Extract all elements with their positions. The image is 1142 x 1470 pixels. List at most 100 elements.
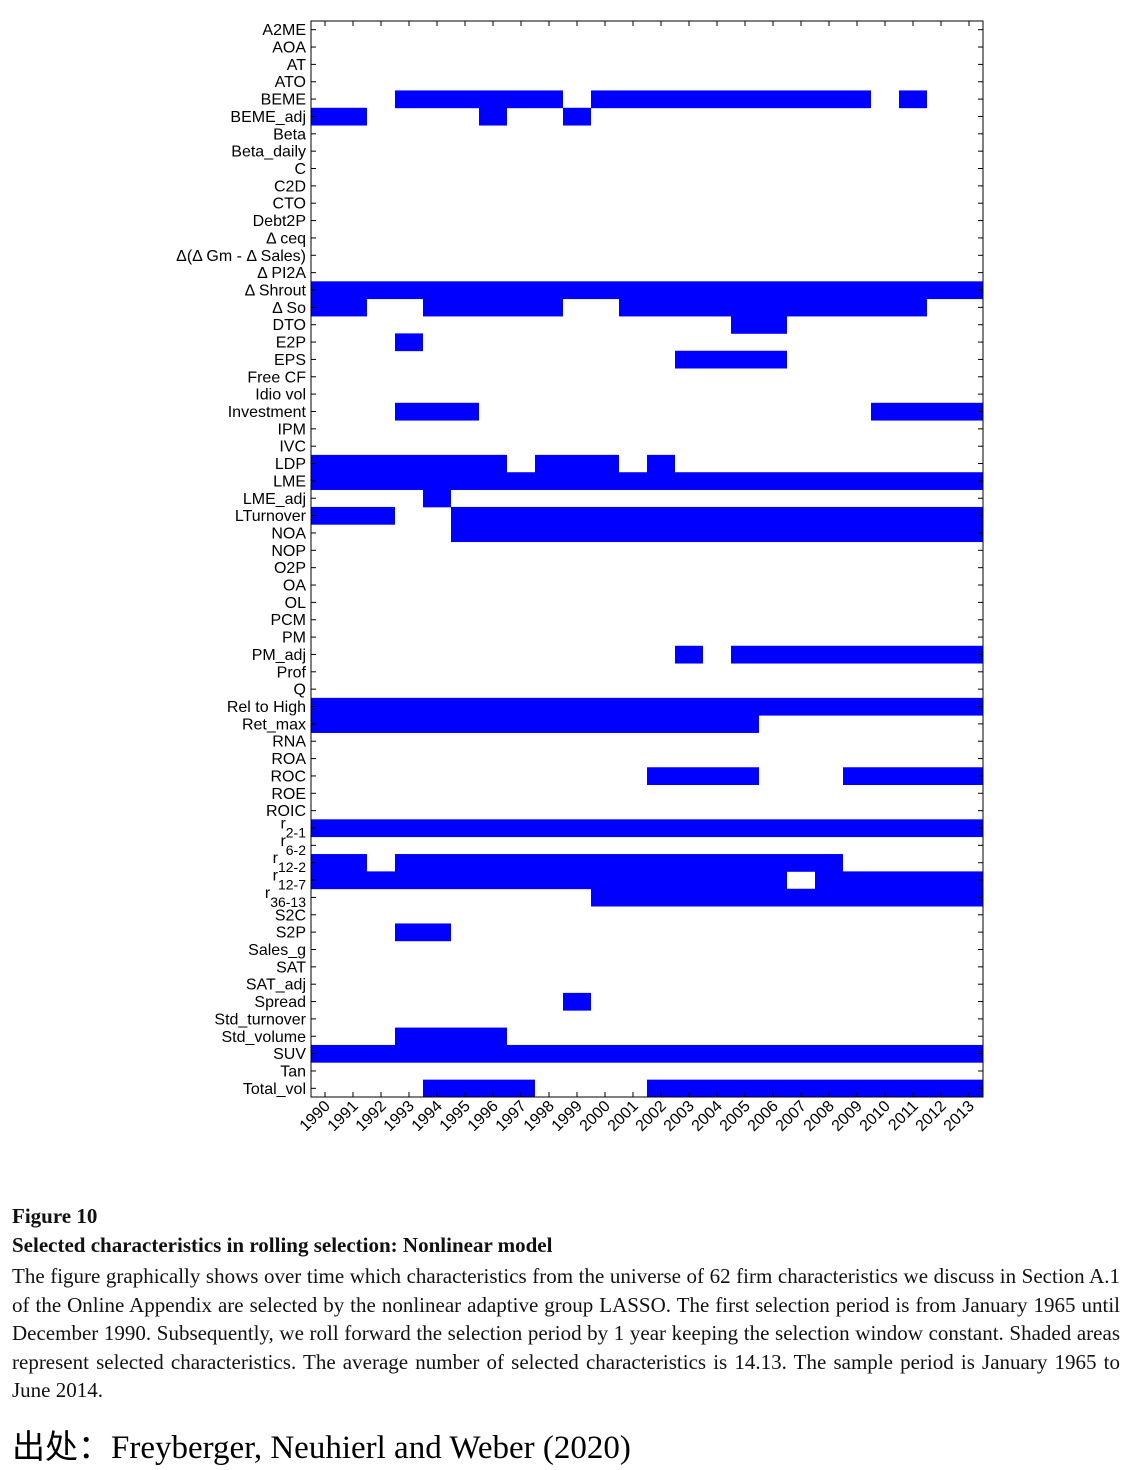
selected-span-s2p — [395, 923, 451, 942]
y-tick-label: r6-2 — [280, 833, 306, 858]
y-tick-label: Δ PI2A — [257, 265, 306, 282]
selected-span-lme-adj — [423, 489, 451, 508]
y-tick-label: ATO — [275, 74, 306, 91]
y-tick-label: LDP — [275, 456, 306, 473]
selected-span-r12-7 — [311, 871, 787, 890]
y-tick-label: Idio vol — [255, 387, 306, 404]
y-tick-label: EPS — [274, 352, 306, 369]
y-tick-label: LTurnover — [235, 508, 307, 525]
y-tick-label: AT — [287, 57, 306, 74]
selected-span-investment — [871, 402, 983, 421]
selected-span-lturnover — [451, 506, 983, 525]
y-tick-label: PM_adj — [252, 647, 306, 664]
selected-span-beme — [591, 90, 871, 109]
y-tick-label: DTO — [273, 317, 306, 334]
x-tick-label: 2006 — [745, 1098, 782, 1135]
y-tick-label: CTO — [273, 196, 306, 213]
x-tick-label: 2001 — [605, 1098, 642, 1135]
x-tick-label: 2004 — [689, 1098, 726, 1135]
y-tick-label: OA — [283, 578, 306, 595]
selected-span-pm-adj — [675, 645, 703, 664]
y-tick-label: r12-2 — [273, 850, 307, 875]
selected-span-total-vol — [423, 1079, 535, 1098]
x-tick-label: 2012 — [913, 1098, 950, 1135]
y-tick-label: E2P — [276, 335, 306, 352]
y-tick-label: Rel to High — [227, 699, 306, 716]
x-tick-label: 1995 — [437, 1098, 474, 1135]
x-tick-label: 1994 — [409, 1098, 446, 1135]
x-tick-label: 2009 — [829, 1098, 866, 1135]
x-tick-label: 1999 — [549, 1098, 586, 1135]
selected-span-r36-13 — [591, 888, 983, 907]
selected-span-suv — [311, 1044, 983, 1063]
figure-title: Selected characteristics in rolling sele… — [12, 1233, 553, 1257]
y-tick-label: Std_turnover — [214, 1011, 306, 1028]
y-tick-label: IPM — [278, 421, 306, 438]
selected-span-ldp — [535, 454, 619, 473]
y-tick-label: Sales_g — [248, 942, 306, 959]
y-tick-label: ROIC — [266, 803, 306, 820]
x-tick-labels: 1990199119921993199419951996199719981999… — [297, 1098, 978, 1135]
y-tick-label: NOP — [271, 543, 306, 560]
selected-span-roc — [647, 767, 759, 786]
y-tick-label: Free CF — [247, 369, 306, 386]
selected-span-beme-adj — [479, 107, 507, 126]
selected-span-ldp — [311, 454, 507, 473]
figure-number: Figure 10 — [12, 1204, 98, 1228]
y-tick-label: r36-13 — [265, 885, 306, 910]
selected-span-r2-1 — [311, 819, 983, 838]
y-tick-label: O2P — [274, 560, 306, 577]
selected-span-lme — [311, 472, 983, 490]
y-tick-label: C — [294, 161, 306, 178]
y-tick-label: Beta — [273, 126, 306, 143]
y-tick-label: S2P — [276, 925, 306, 942]
selected-span-rel-to-high — [311, 697, 983, 716]
y-tick-label: AOA — [272, 40, 306, 57]
selected-span-roc — [843, 767, 983, 786]
y-tick-label: Debt2P — [253, 213, 306, 230]
selected-span-beme — [899, 90, 927, 109]
y-tick-label: LME_adj — [243, 491, 306, 508]
y-tick-label: Spread — [254, 994, 306, 1011]
x-tick-label: 2013 — [941, 1098, 978, 1135]
selected-span-lturnover — [311, 506, 395, 525]
x-tick-label: 2000 — [577, 1098, 614, 1135]
x-tick-label: 1998 — [521, 1098, 558, 1135]
y-tick-label: C2D — [274, 178, 306, 195]
selected-span-eps — [675, 350, 787, 369]
y-tick-label: r12-7 — [273, 868, 307, 893]
y-tick-label: Total_vol — [243, 1081, 306, 1098]
y-tick-label: Std_volume — [222, 1029, 307, 1046]
y-tick-label: Δ ceq — [266, 230, 306, 247]
selected-span-beme-adj — [563, 107, 591, 126]
y-tick-label: IVC — [279, 439, 306, 456]
y-tick-label: Tan — [280, 1063, 306, 1080]
x-tick-label: 2007 — [773, 1098, 810, 1135]
y-tick-label: SUV — [273, 1046, 306, 1063]
y-tick-label: BEME — [261, 92, 306, 109]
y-tick-label: S2C — [275, 907, 306, 924]
y-tick-label: Investment — [228, 404, 307, 421]
x-tick-label: 2011 — [885, 1098, 921, 1134]
x-tick-label: 1992 — [353, 1098, 390, 1135]
selected-span-e2p — [395, 333, 423, 352]
selected-span-so — [619, 298, 927, 317]
y-tick-label: Ret_max — [242, 716, 306, 733]
selected-span-ret-max — [311, 715, 759, 733]
y-tick-label: Q — [294, 682, 306, 699]
x-tick-label: 1996 — [465, 1098, 502, 1135]
selected-span-beme — [395, 90, 563, 109]
selected-span-so — [423, 298, 563, 317]
y-tick-label: SAT_adj — [246, 977, 306, 994]
y-tick-label: Δ So — [272, 300, 306, 317]
source-citation: 出处：Freyberger, Neuhierl and Weber (2020) — [12, 1430, 631, 1466]
selected-span-shrout — [311, 281, 983, 300]
x-tick-label: 2010 — [857, 1098, 894, 1135]
chart-svg: A2MEAOAATATOBEMEBEME_adjBetaBeta_dailyCC… — [176, 20, 984, 1135]
chart-bars — [311, 90, 983, 1098]
y-tick-label: OL — [285, 595, 306, 612]
selected-span-investment — [395, 402, 479, 421]
x-tick-label: 1993 — [381, 1098, 418, 1135]
y-tick-label: RNA — [272, 734, 306, 751]
plot-frame — [310, 20, 984, 1098]
